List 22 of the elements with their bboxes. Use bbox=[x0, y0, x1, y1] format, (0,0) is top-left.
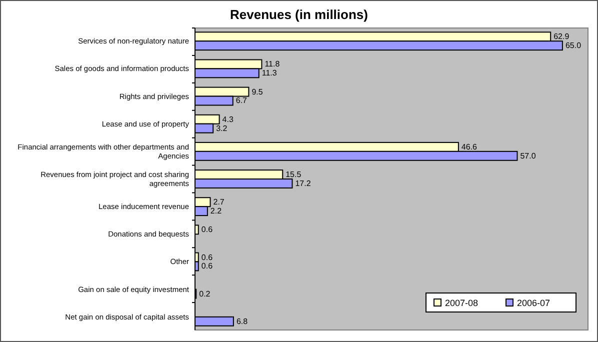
data-label: 9.5 bbox=[252, 87, 264, 96]
data-label: 11.8 bbox=[264, 60, 280, 69]
chart-title: Revenues (in millions) bbox=[230, 7, 368, 22]
data-label: 11.3 bbox=[262, 68, 278, 78]
data-label: 4.3 bbox=[222, 114, 234, 124]
data-label: 0.6 bbox=[201, 252, 214, 262]
data-label: 65.0 bbox=[565, 41, 582, 50]
data-label: 17.2 bbox=[295, 178, 312, 188]
data-label: 46.6 bbox=[461, 142, 478, 152]
data-label: 2.7 bbox=[213, 198, 225, 207]
data-label: 3.2 bbox=[216, 124, 228, 133]
data-label: 0.6 bbox=[201, 262, 214, 271]
data-label: 2.2 bbox=[210, 206, 222, 216]
data-label: 62.9 bbox=[554, 32, 570, 42]
data-label: 57.0 bbox=[520, 151, 536, 160]
data-label: 0.6 bbox=[201, 225, 214, 234]
data-label: 6.7 bbox=[236, 96, 248, 106]
legend-label: 2007-08 bbox=[445, 298, 478, 308]
data-label: 0.2 bbox=[199, 289, 211, 298]
data-label: 6.8 bbox=[236, 316, 248, 326]
data-label: 15.5 bbox=[286, 170, 302, 180]
legend-label: 2006-07 bbox=[517, 298, 550, 308]
